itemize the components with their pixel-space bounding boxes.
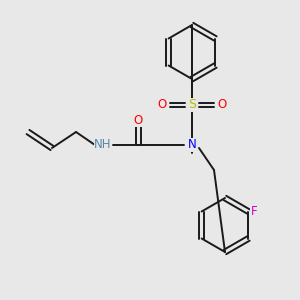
Text: O: O xyxy=(134,113,142,127)
Text: F: F xyxy=(251,205,258,218)
Text: O: O xyxy=(218,98,226,112)
Text: NH: NH xyxy=(94,139,112,152)
Text: O: O xyxy=(158,98,166,112)
Text: S: S xyxy=(188,98,196,112)
Text: N: N xyxy=(188,139,196,152)
